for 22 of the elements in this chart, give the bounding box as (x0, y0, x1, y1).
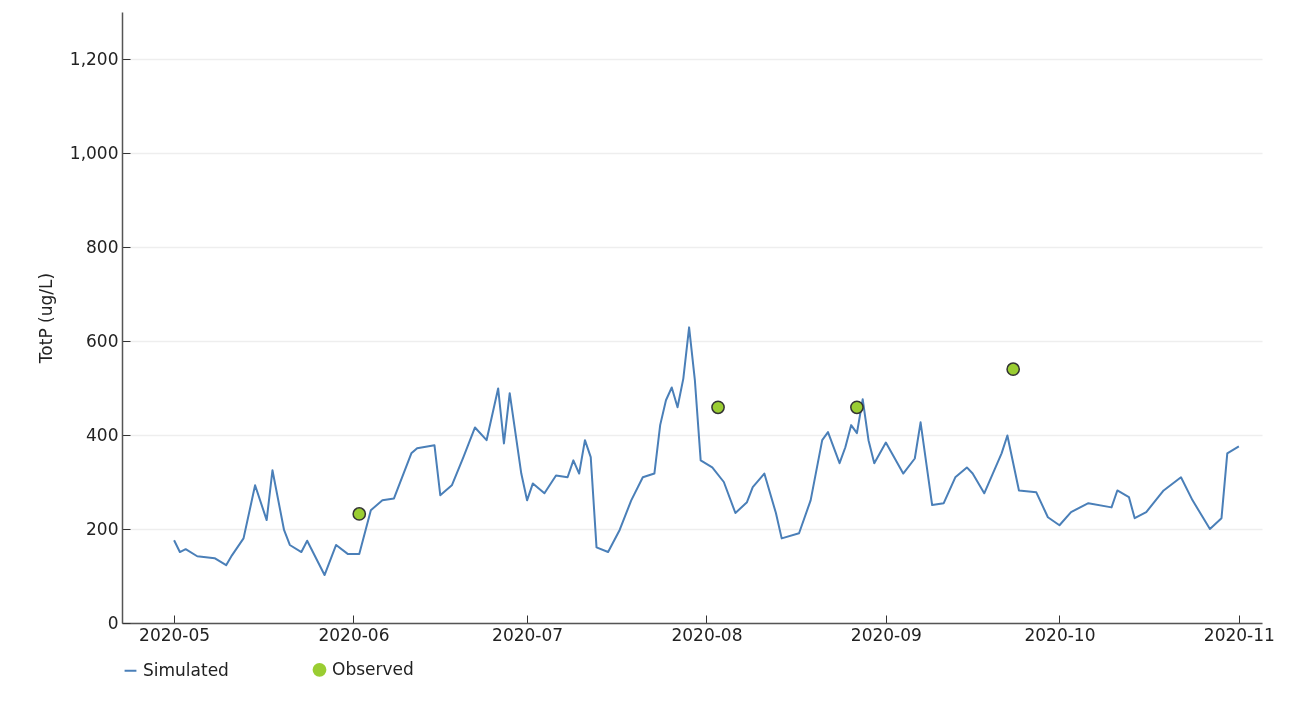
point (1006, 362, 1021, 377)
legend-label: Observed (332, 658, 414, 679)
y-tick-label: 1,200 (69, 48, 119, 69)
x-tick-label: 2020-06 (318, 624, 390, 645)
x-tick-label: 2020-10 (1024, 624, 1096, 645)
x-tick-label: 2020-11 (1203, 624, 1275, 645)
x-tick-label: 2020-08 (671, 624, 743, 645)
y-tick-label: 600 (86, 330, 119, 351)
y-tick-label: 800 (86, 236, 119, 257)
point (352, 507, 367, 521)
y-tick-label: 200 (86, 518, 119, 539)
y-tick-label: 400 (86, 424, 119, 445)
x-tick-label: 2020-05 (139, 624, 211, 645)
y-tick-label: 1,000 (69, 142, 119, 163)
legend-label: Simulated (143, 659, 229, 680)
line-series (173, 326, 1240, 577)
point (711, 400, 725, 415)
x-tick-label: 2020-07 (492, 624, 564, 645)
x-tick-label: 2020-09 (850, 624, 922, 645)
y-tick-label: 0 (107, 612, 119, 633)
point (850, 400, 864, 415)
y-axis-title: TotP (ug/L) (35, 272, 56, 365)
